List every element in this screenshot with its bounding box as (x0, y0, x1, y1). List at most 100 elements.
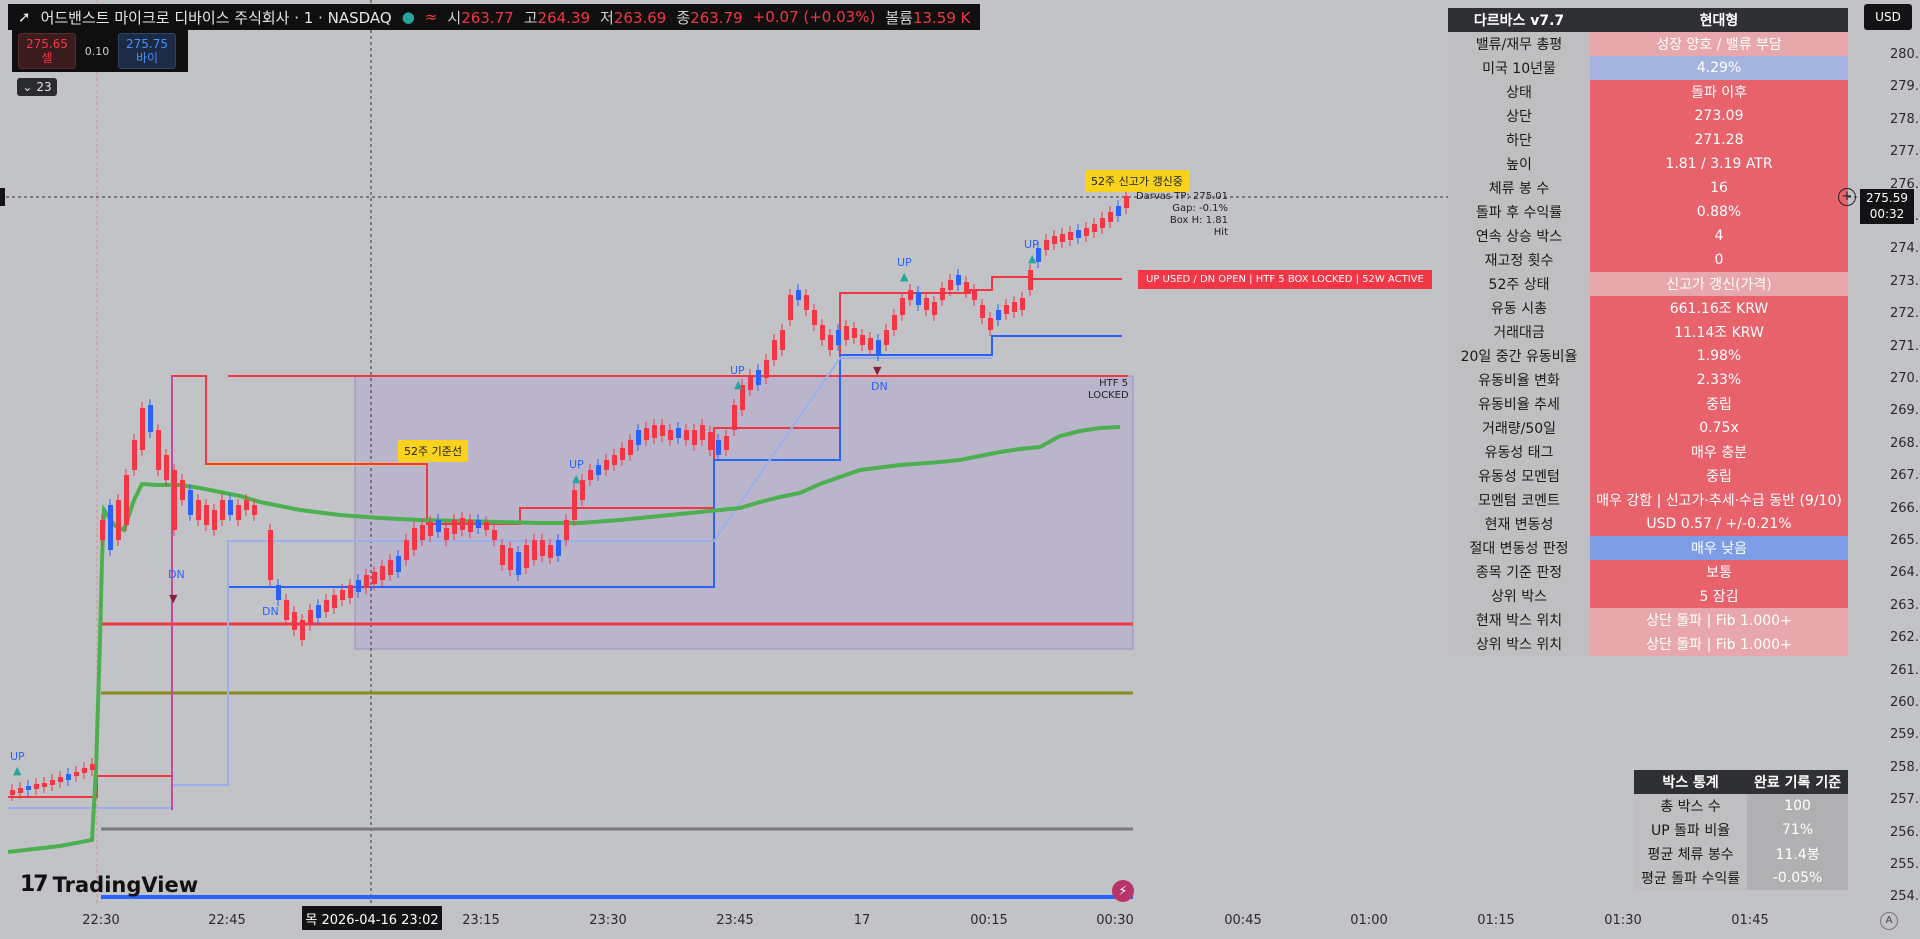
info-row-key: 절대 변동성 판정 (1448, 536, 1590, 560)
tradingview-logo[interactable]: 17 TradingView (20, 872, 198, 897)
candle-body (1124, 196, 1129, 208)
add-alert-icon[interactable]: + (1838, 188, 1856, 206)
time-axis-label: 00:45 (1224, 913, 1262, 928)
candle-body (524, 545, 529, 568)
candle-body (748, 375, 753, 390)
candle-body (724, 436, 729, 450)
price-axis-label: 274.00 (1890, 241, 1920, 257)
info-row: 유동비율 변화 2.33% (1448, 368, 1848, 392)
crosshair-left-marker (0, 188, 5, 206)
candle-body (100, 520, 105, 540)
stats-table-basis: 완료 기록 기준 (1747, 770, 1848, 794)
info-row-key: 20일 중간 유동비율 (1448, 344, 1590, 368)
candle-body (420, 525, 425, 540)
price-axis-label: 258.00 (1890, 759, 1920, 775)
candle-body (172, 470, 177, 530)
darvas-tp-line-2: Gap: -0.1% (1172, 203, 1228, 214)
stats-row-value: 71% (1747, 818, 1848, 842)
candle-body (820, 325, 825, 340)
price-axis-label: 269.00 (1890, 403, 1920, 419)
candle-body (756, 370, 761, 385)
info-row-key: 유동비율 추세 (1448, 392, 1590, 416)
w52-update-tag: 52주 신고가 갱신중 (1085, 170, 1189, 192)
candle-body (156, 430, 161, 470)
darvas-bottom-line (228, 335, 1122, 588)
candle-body (484, 522, 489, 530)
lightning-icon[interactable]: ⚡ (1112, 880, 1134, 902)
up-arrow-icon-5: ▲ (1028, 252, 1037, 265)
candle-body (612, 455, 617, 465)
chevron-down-icon: ⌄ (22, 80, 33, 94)
info-row: 높이 1.81 / 3.19 ATR (1448, 152, 1848, 176)
time-axis-label: 01:30 (1604, 913, 1642, 928)
candle-body (380, 566, 385, 580)
indicators-toggle-button[interactable]: ⌄ 23 (17, 78, 57, 96)
candle-body (892, 315, 897, 330)
auto-scale-button[interactable]: A (1880, 912, 1898, 930)
candle-body (42, 783, 47, 787)
info-row-key: 현재 박스 위치 (1448, 608, 1590, 632)
time-axis-label: 01:45 (1731, 913, 1769, 928)
stats-table-title: 박스 통계 (1634, 770, 1748, 794)
box-stats-table: 박스 통계 완료 기록 기준 총 박스 수 100 UP 돌파 비율 71% 평균 체류… (1634, 770, 1848, 890)
ohlc-open: 시263.77 (447, 8, 514, 27)
sell-button[interactable]: 275.65 셀 (18, 33, 76, 69)
candle-body (284, 600, 289, 620)
price-axis-label: 277.00 (1890, 144, 1920, 160)
candle-body (276, 585, 281, 600)
stats-row-value: 100 (1747, 794, 1848, 818)
candle-body (1044, 240, 1049, 250)
candle-body (220, 500, 225, 520)
info-row-value: 4.29% (1590, 56, 1848, 80)
up-signal-label: UP (10, 750, 25, 763)
candle-body (340, 590, 345, 600)
candle-body (732, 405, 737, 430)
info-row-value: 보통 (1590, 560, 1848, 584)
stats-row: 총 박스 수 100 (1634, 794, 1848, 818)
candle-body (780, 330, 785, 350)
buy-button[interactable]: 275.75 바이 (118, 33, 176, 69)
candle-body (692, 430, 697, 445)
symbol-legend[interactable]: ➚ 어드밴스트 마이크로 디바이스 주식회사 · 1 · NASDAQ ● ≈ … (8, 4, 981, 30)
info-row: 하단 271.28 (1448, 128, 1848, 152)
info-row: 유동성 모멘텀 중립 (1448, 464, 1848, 488)
candle-body (452, 520, 457, 534)
candle-body (676, 428, 681, 438)
price-axis-label: 260.00 (1890, 695, 1920, 710)
candle-body (932, 302, 937, 315)
currency-button[interactable]: USD (1864, 4, 1912, 30)
candle-body (1116, 206, 1121, 216)
candle-body (1020, 298, 1025, 310)
candlestick-series (10, 190, 1129, 801)
candle-body (740, 385, 745, 410)
price-axis-label: 254.00 (1890, 889, 1920, 905)
candle-body (348, 585, 353, 598)
candle-body (956, 275, 961, 285)
stats-row: UP 돌파 비율 71% (1634, 818, 1848, 842)
info-row-key: 돌파 후 수익률 (1448, 200, 1590, 224)
candle-body (180, 480, 185, 500)
htf-box-label: HTF 5 LOCKED (1088, 378, 1129, 402)
candle-body (876, 340, 881, 355)
candle-body (316, 605, 321, 618)
symbol-name[interactable]: 어드밴스트 마이크로 디바이스 주식회사 · 1 · NASDAQ (40, 8, 392, 27)
info-row-value: 0 (1590, 248, 1848, 272)
candle-body (268, 530, 273, 580)
candle-body (652, 425, 657, 438)
candle-body (396, 556, 401, 572)
time-axis-label: 00:30 (1096, 913, 1134, 928)
candle-body (508, 548, 513, 570)
candle-body (212, 510, 217, 530)
candle-body (980, 305, 985, 318)
price-axis-label: 278.00 (1890, 111, 1920, 127)
info-row-value: 1.98% (1590, 344, 1848, 368)
candle-body (228, 500, 233, 515)
price-axis-label: 279.00 (1890, 79, 1920, 95)
candle-body (972, 290, 977, 300)
info-row-value: 5 잠김 (1590, 584, 1848, 608)
up-signal-label-5: UP (1024, 238, 1039, 251)
htf-box (354, 375, 1134, 650)
time-axis-label: 23:15 (462, 913, 500, 928)
info-row: 상단 273.09 (1448, 104, 1848, 128)
